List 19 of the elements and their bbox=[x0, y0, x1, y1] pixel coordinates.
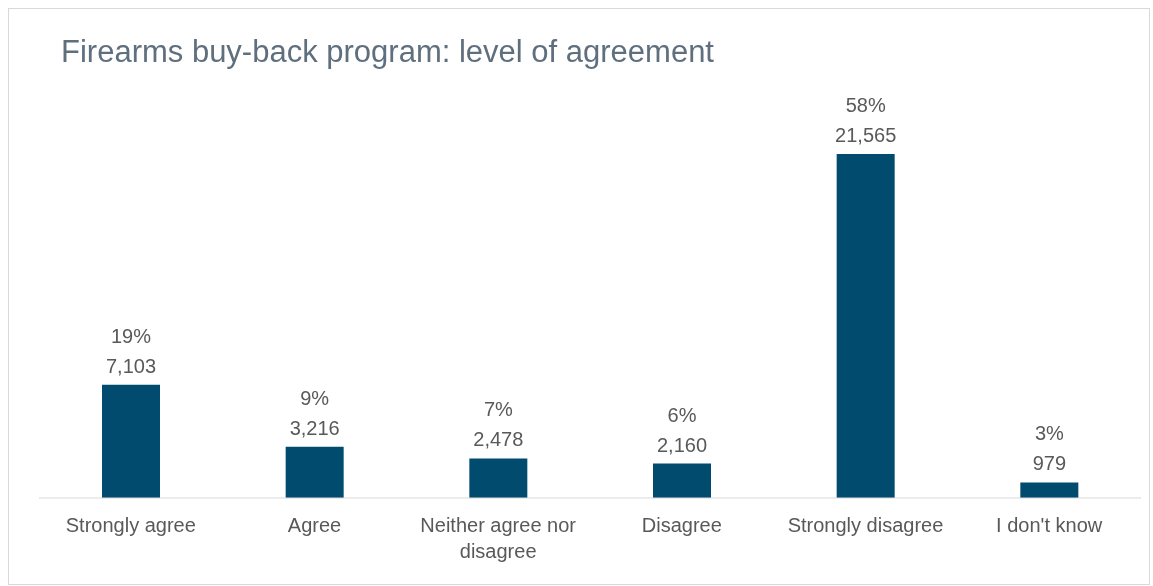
data-label: 7% 2,478 bbox=[473, 398, 524, 451]
x-tick-label: Disagree bbox=[641, 514, 722, 536]
x-tick-label: I don't know bbox=[996, 514, 1103, 536]
x-tick-label: Strongly disagree bbox=[787, 514, 944, 536]
bar bbox=[285, 446, 344, 498]
bar bbox=[102, 384, 160, 498]
bar bbox=[1020, 482, 1079, 498]
data-label: 6% 2,160 bbox=[656, 403, 708, 456]
bar bbox=[469, 458, 528, 498]
x-tick-label: Neither agree nor disagree bbox=[420, 514, 577, 562]
data-label: 3% 979 bbox=[1032, 422, 1067, 475]
data-label: 9% 3,216 bbox=[289, 386, 340, 439]
x-tick-label: Strongly agree bbox=[65, 514, 196, 536]
x-tick-label: Agree bbox=[287, 514, 342, 536]
bar bbox=[653, 463, 711, 498]
data-label: 58% 21,565 bbox=[835, 94, 897, 146]
bar bbox=[836, 154, 895, 498]
chart-title: Firearms buy-back program: level of agreement bbox=[60, 33, 715, 69]
data-label: 19% 7,103 bbox=[105, 324, 157, 377]
